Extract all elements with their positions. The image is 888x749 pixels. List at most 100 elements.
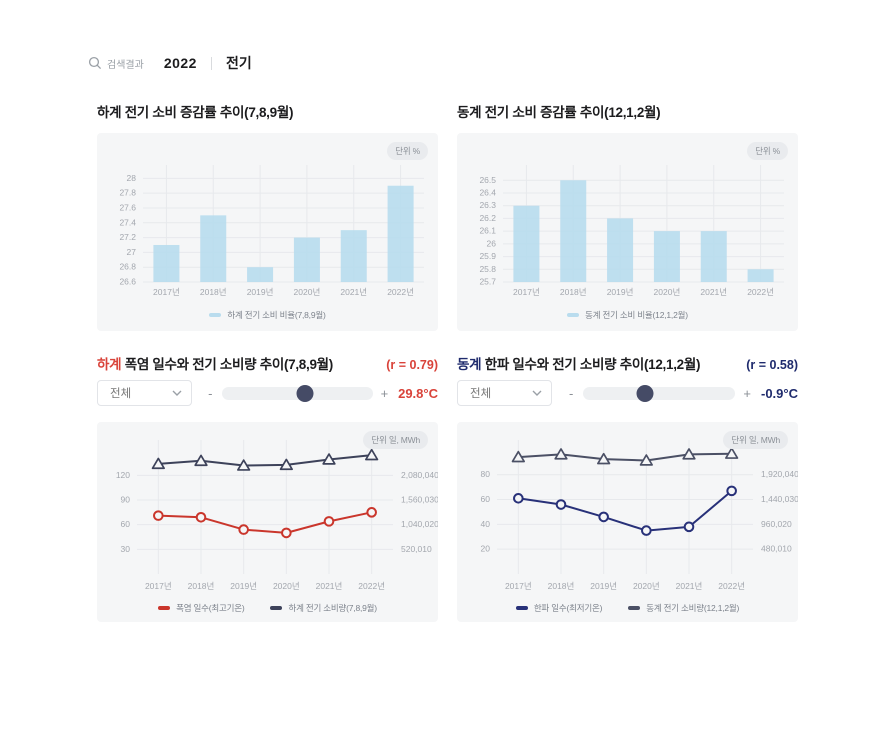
summer-line-legend: 폭염 일수(최고기온) 하계 전기 소비량(7,8,9월) [97, 602, 438, 614]
axis-label: 2018년 [200, 287, 227, 297]
axis-label: 2017년 [153, 287, 180, 297]
circle-marker [683, 521, 695, 533]
legend-label: 하계 전기 소비량(7,8,9월) [288, 603, 377, 613]
axis-label: 2022년 [718, 581, 745, 591]
legend-label: 하계 전기 소비 비율(7,8,9월) [227, 310, 326, 320]
axis-label: 2019년 [247, 287, 274, 297]
axis-label: 2020년 [633, 581, 660, 591]
slider-knob[interactable] [296, 384, 314, 402]
summer-bar-chart: 26.6 26.8 27 27.2 27.4 27.6 27.8 28 2017년 2018년 20… [119, 165, 424, 297]
region-select[interactable]: 전체 [97, 380, 192, 406]
legend-label: 한파 일수(최저기온) [533, 603, 603, 613]
temperature-slider[interactable] [221, 384, 373, 402]
correlation-value: (r = 0.79) [386, 358, 438, 372]
circle-marker [281, 527, 292, 539]
select-value: 전체 [110, 388, 132, 400]
bar [700, 231, 727, 282]
summer-line-title: 하계 폭염 일수와 전기 소비량 추이(7,8,9월) [97, 353, 334, 372]
slider-knob[interactable] [636, 384, 654, 402]
axis-label: 2018년 [548, 581, 575, 591]
axis-label: 30 [121, 544, 131, 554]
bar [560, 180, 587, 282]
axis-label: 27.8 [119, 188, 136, 198]
series-line [157, 454, 373, 467]
axis-label: 2020년 [654, 287, 681, 297]
axis-label: 2017년 [505, 581, 532, 591]
slider-minus-button[interactable]: - [568, 385, 574, 401]
search-filter-year[interactable]: 2022 [163, 55, 197, 71]
bar [653, 231, 680, 282]
axis-label: 27.6 [119, 202, 136, 212]
circle-marker [513, 493, 524, 504]
axis-label: 2018년 [560, 287, 587, 297]
winter-line-title: 동계 한파 일수와 전기 소비량 추이(12,1,2월) [457, 353, 701, 372]
circle-marker [238, 524, 249, 535]
axis-label: 26 [487, 238, 497, 248]
unit-badge: 단위 % [387, 142, 428, 160]
legend-label: 동계 전기 소비량(12,1,2월) [646, 603, 740, 613]
title-rest: 한파 일수와 전기 소비량 추이(12,1,2월) [481, 357, 701, 372]
bar [153, 244, 180, 282]
winter-line-panel: 단위 일, MWh 20 480,010 40 960,020 60 1,440,030 8… [457, 422, 798, 622]
axis-label: 2022년 [358, 581, 385, 591]
correlation-value: (r = 0.58) [746, 358, 798, 372]
axis-label: 2020년 [273, 581, 300, 591]
axis-label: 28 [127, 173, 137, 183]
chevron-down-icon [172, 390, 182, 396]
slider-minus-button[interactable]: - [208, 385, 213, 401]
circle-marker [641, 525, 652, 536]
winter-bar-legend: 동계 전기 소비 비율(12,1,2월) [457, 309, 798, 321]
triangle-marker [151, 457, 165, 470]
axis-label: 80 [481, 469, 491, 479]
axis-label: 26.8 [119, 262, 136, 272]
slider-plus-button[interactable]: + [380, 385, 389, 401]
axis-label: 2020년 [294, 287, 321, 297]
axis-label: 26.4 [479, 187, 496, 197]
bar [387, 185, 414, 282]
legend-marker [209, 313, 222, 317]
axis-label: 2017년 [145, 581, 172, 591]
triangle-marker [279, 458, 293, 471]
axis-label: 1,040,020 [401, 519, 438, 529]
axis-label: 25.7 [479, 277, 496, 287]
temperature-slider[interactable] [582, 384, 736, 402]
axis-label: 40 [481, 519, 491, 529]
axis-label: 27 [127, 247, 137, 257]
series-line [517, 452, 733, 462]
axis-label: 90 [121, 495, 131, 505]
triangle-marker [597, 452, 611, 465]
legend-item: 동계 전기 소비 비율(12,1,2월) [567, 309, 688, 321]
axis-label: 20 [481, 544, 491, 554]
axis-label: 25.9 [479, 251, 496, 261]
search-filter-keyword[interactable]: 전기 [225, 55, 252, 71]
axis-label: 2021년 [700, 287, 727, 297]
search-icon [88, 56, 102, 70]
winter-bar-chart: 25.7 25.8 25.9 26 26.1 26.2 26.3 26.4 26.5 2017년 2… [479, 165, 784, 297]
axis-label: 1,560,030 [401, 495, 438, 505]
axis-label: 2019년 [230, 581, 257, 591]
axis-label: 2017년 [513, 287, 540, 297]
winter-line-chart: 20 480,010 40 960,020 60 1,440,030 80 1,920,040… [481, 440, 798, 591]
title-highlight: 동계 [457, 357, 482, 372]
unit-badge: 단위 일, MWh [723, 431, 788, 449]
axis-label: 2018년 [188, 581, 215, 591]
legend-marker [515, 606, 528, 610]
axis-label: 26.6 [119, 277, 136, 287]
axis-label: 1,440,030 [761, 494, 798, 504]
axis-label: 2019년 [590, 581, 617, 591]
legend-label: 동계 전기 소비 비율(12,1,2월) [585, 310, 688, 320]
triangle-marker [554, 448, 568, 460]
bar [200, 215, 227, 282]
triangle-marker [725, 447, 739, 459]
slider-plus-button[interactable]: + [743, 385, 751, 401]
axis-label: 27.2 [119, 232, 136, 242]
chevron-down-icon [532, 390, 542, 396]
summer-chart-controls: 전체 - + 29.8°C [97, 380, 438, 406]
region-select[interactable]: 전체 [457, 380, 553, 406]
series-line [157, 511, 373, 534]
winter-line-legend: 한파 일수(최저기온) 동계 전기 소비량(12,1,2월) [457, 602, 798, 614]
circle-marker [153, 510, 164, 521]
title-rest: 폭염 일수와 전기 소비량 추이(7,8,9월) [121, 357, 334, 372]
triangle-marker [194, 454, 208, 467]
axis-label: 480,010 [761, 544, 792, 554]
